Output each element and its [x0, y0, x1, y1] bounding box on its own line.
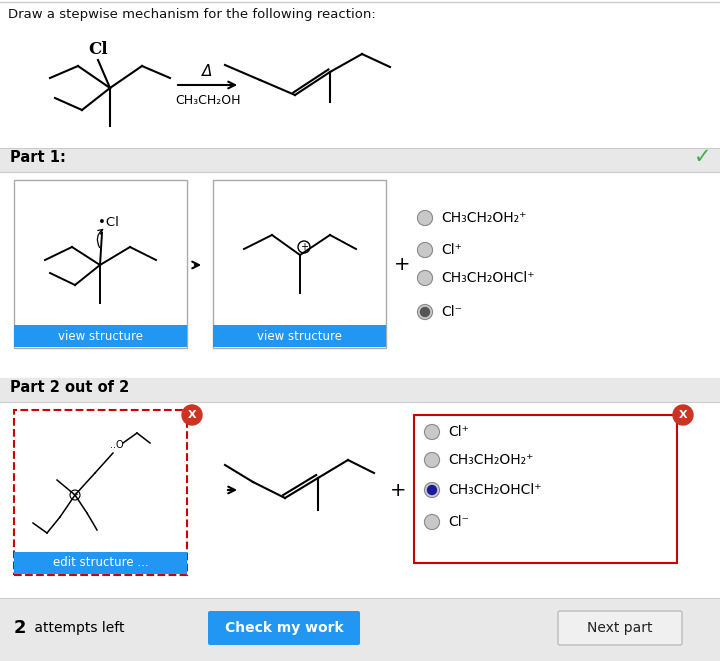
Bar: [0, 148, 720, 172]
Text: attempts left: attempts left: [30, 621, 125, 635]
Circle shape: [418, 210, 433, 225]
Text: Cl⁺: Cl⁺: [441, 243, 462, 257]
Circle shape: [418, 305, 433, 319]
Text: Next part: Next part: [588, 621, 653, 635]
Circle shape: [425, 483, 439, 498]
Bar: [0, 378, 720, 402]
Text: Cl⁻: Cl⁻: [448, 515, 469, 529]
Circle shape: [418, 243, 433, 258]
Circle shape: [425, 453, 439, 467]
Text: CH₃CH₂OH: CH₃CH₂OH: [175, 95, 240, 108]
Text: X: X: [679, 410, 688, 420]
Text: 2: 2: [14, 619, 27, 637]
Text: Part 1:: Part 1:: [10, 149, 66, 165]
Bar: [213, 180, 386, 348]
Text: view structure: view structure: [58, 329, 143, 342]
Text: ..O: ..O: [110, 440, 124, 450]
Text: +: +: [390, 481, 406, 500]
Circle shape: [420, 307, 430, 317]
Bar: [0, 598, 720, 661]
FancyBboxPatch shape: [208, 611, 360, 645]
Text: Cl: Cl: [88, 42, 108, 59]
Text: CH₃CH₂OH₂⁺: CH₃CH₂OH₂⁺: [441, 211, 526, 225]
Circle shape: [425, 424, 439, 440]
Bar: [14, 410, 187, 575]
Circle shape: [182, 405, 202, 425]
Bar: [14, 325, 187, 347]
Bar: [414, 415, 677, 563]
Text: Δ: Δ: [202, 63, 212, 79]
Circle shape: [428, 485, 436, 494]
Text: CH₃CH₂OH₂⁺: CH₃CH₂OH₂⁺: [448, 453, 534, 467]
Text: •Cl: •Cl: [98, 217, 119, 229]
Text: view structure: view structure: [257, 329, 342, 342]
Text: ✓: ✓: [694, 147, 712, 167]
Text: Check my work: Check my work: [225, 621, 343, 635]
Bar: [14, 552, 187, 574]
Circle shape: [425, 514, 439, 529]
Text: Cl⁺: Cl⁺: [448, 425, 469, 439]
Bar: [213, 325, 386, 347]
FancyArrowPatch shape: [97, 229, 103, 248]
Text: CH₃CH₂OHCl⁺: CH₃CH₂OHCl⁺: [448, 483, 541, 497]
Text: Draw a stepwise mechanism for the following reaction:: Draw a stepwise mechanism for the follow…: [8, 8, 376, 21]
Text: +: +: [394, 256, 410, 274]
Text: Cl⁻: Cl⁻: [441, 305, 462, 319]
Text: +: +: [300, 242, 308, 252]
Text: CH₃CH₂OHCl⁺: CH₃CH₂OHCl⁺: [441, 271, 534, 285]
Circle shape: [418, 270, 433, 286]
Bar: [14, 180, 187, 348]
Text: +: +: [72, 492, 78, 498]
Circle shape: [673, 405, 693, 425]
FancyBboxPatch shape: [558, 611, 682, 645]
Text: edit structure ...: edit structure ...: [53, 557, 148, 570]
Text: X: X: [188, 410, 197, 420]
Text: Part 2 out of 2: Part 2 out of 2: [10, 379, 130, 395]
